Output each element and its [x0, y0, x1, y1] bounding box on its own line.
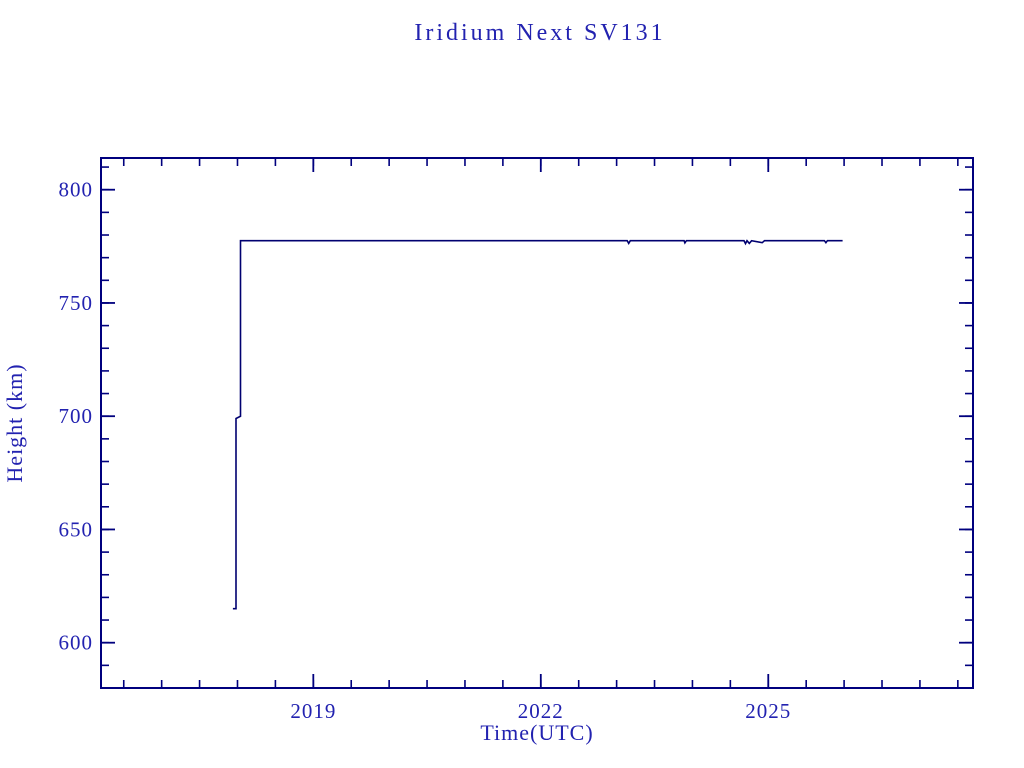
y-tick-label: 600 — [59, 631, 94, 655]
chart-title: Iridium Next SV131 — [414, 20, 665, 46]
y-tick-label: 750 — [59, 291, 94, 315]
plot-area: 2019 2022 2025 600 650 700 750 800 — [59, 157, 974, 723]
series-orbit-height — [232, 239, 843, 610]
y-tick-label: 700 — [59, 404, 94, 428]
y-tick-label: 650 — [59, 517, 94, 541]
x-tick-label: 2019 — [290, 699, 336, 723]
x-axis-label: Time(UTC) — [480, 720, 593, 745]
x-tick-label: 2025 — [745, 699, 791, 723]
y-axis-label: Height (km) — [2, 363, 27, 482]
y-tick-label: 800 — [59, 178, 94, 202]
x-tick-label: 2022 — [518, 699, 564, 723]
plot-frame — [100, 157, 974, 689]
